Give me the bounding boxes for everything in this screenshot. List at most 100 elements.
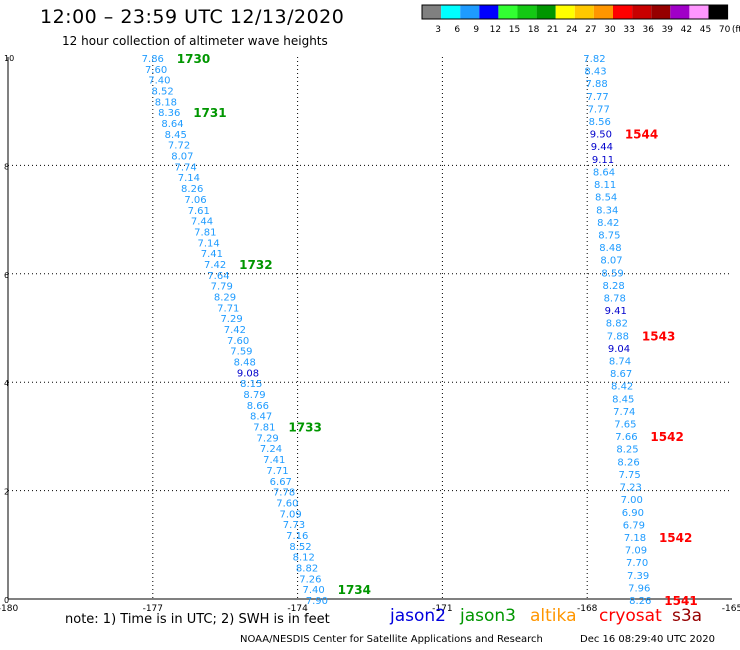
data-label-jason3: 8.64 — [161, 119, 183, 130]
data-label-cryosat: 9.44 — [591, 142, 613, 153]
data-label-cryosat: 8.56 — [589, 117, 611, 128]
chart-subtitle: 12 hour collection of altimeter wave hei… — [62, 34, 328, 48]
data-label-cryosat: 8.64 — [593, 167, 615, 178]
data-label-cryosat: 7.88 — [607, 331, 629, 342]
data-label-cryosat: 8.74 — [609, 357, 631, 368]
data-label-jason3: 7.64 — [207, 271, 229, 282]
data-label-cryosat: 8.59 — [601, 268, 623, 279]
pass-time-label-cryosat: 1542 — [650, 430, 683, 444]
data-label-jason3: 8.12 — [293, 553, 315, 564]
data-label-jason3: 8.52 — [289, 542, 311, 553]
data-label-jason3: 7.44 — [191, 217, 213, 228]
data-label-jason3: 7.16 — [286, 531, 308, 542]
satellite-legend-jason2: jason2 — [390, 606, 446, 626]
data-label-cryosat: 8.43 — [584, 67, 606, 78]
data-label-cryosat: 8.25 — [616, 445, 638, 456]
pass-time-label-cryosat: 1543 — [642, 329, 675, 343]
data-label-jason3: 7.71 — [266, 466, 288, 477]
data-label-jason3: 7.26 — [299, 574, 321, 585]
y-tick-label: 8 — [4, 162, 9, 171]
data-label-jason3: 7.14 — [178, 173, 200, 184]
pass-time-label-jason3: 1733 — [288, 421, 321, 435]
data-label-cryosat: 7.75 — [618, 470, 640, 481]
x-tick-label: -177 — [143, 604, 163, 614]
scale-label: 9 — [473, 25, 479, 35]
data-label-jason3: 8.48 — [234, 358, 256, 369]
data-label-jason3: 7.60 — [145, 65, 167, 76]
data-label-cryosat: 7.77 — [588, 104, 610, 115]
data-label-cryosat: 9.41 — [605, 306, 627, 317]
data-label-cryosat: 8.11 — [594, 180, 616, 191]
data-label-jason3: 7.24 — [260, 444, 282, 455]
x-tick-label: -180 — [0, 604, 18, 614]
scale-swatch — [670, 5, 690, 19]
scale-swatch — [441, 5, 461, 19]
data-label-cryosat: 7.23 — [620, 483, 642, 494]
data-label-cryosat: 6.90 — [622, 508, 644, 519]
data-label-jason3: 7.42 — [224, 325, 246, 336]
data-label-cryosat: 9.11 — [592, 155, 614, 166]
satellite-legend-s3a: s3a — [672, 606, 703, 626]
scale-label: 12 — [490, 25, 501, 35]
data-label-cryosat: 7.66 — [615, 432, 637, 443]
data-label-cryosat: 8.67 — [610, 369, 632, 380]
x-tick-label: -174 — [287, 604, 308, 614]
scale-label: 15 — [509, 25, 520, 35]
data-label-cryosat: 8.42 — [597, 218, 619, 229]
scale-label: 36 — [642, 25, 654, 35]
scale-swatch — [498, 5, 518, 19]
data-label-jason3: 8.29 — [214, 292, 236, 303]
data-label-cryosat: 8.48 — [599, 243, 621, 254]
data-label-jason3: 7.41 — [201, 249, 223, 260]
scale-label: 18 — [528, 25, 540, 35]
data-label-cryosat: 7.70 — [626, 558, 648, 569]
scale-label: 39 — [662, 25, 674, 35]
data-label-jason3: 7.78 — [273, 488, 295, 499]
scale-label: 33 — [623, 25, 634, 35]
scale-swatch — [517, 5, 537, 19]
data-label-jason3: 9.08 — [237, 368, 259, 379]
pass-time-label-cryosat: 1544 — [625, 128, 658, 142]
data-label-jason3: 8.79 — [243, 390, 265, 401]
data-label-cryosat: 8.34 — [596, 205, 618, 216]
y-tick-label: 0 — [4, 596, 9, 605]
data-label-jason3: 7.74 — [174, 162, 196, 173]
pass-time-label-cryosat: 1542 — [659, 531, 692, 545]
data-label-jason3: 7.29 — [257, 433, 279, 444]
scale-label: 27 — [585, 25, 596, 35]
chart-title: 12:00 – 23:59 UTC 12/13/2020 — [40, 6, 345, 28]
scale-swatch — [479, 5, 499, 19]
data-label-jason3: 7.41 — [263, 455, 285, 466]
data-label-jason3: 7.29 — [220, 314, 242, 325]
data-label-jason3: 6.67 — [270, 477, 292, 488]
scale-swatch — [651, 5, 671, 19]
data-label-cryosat: 7.65 — [614, 420, 636, 431]
data-label-jason3: 8.36 — [158, 108, 180, 119]
scale-swatch — [555, 5, 575, 19]
data-label-jason3: 7.71 — [217, 303, 239, 314]
x-tick-label: -171 — [432, 604, 452, 614]
y-tick-label: 6 — [4, 271, 9, 280]
data-label-jason3: 8.26 — [181, 184, 203, 195]
data-label-cryosat: 9.04 — [608, 344, 630, 355]
data-label-cryosat: 7.82 — [583, 54, 605, 65]
data-label-jason3: 7.59 — [230, 347, 252, 358]
scale-swatch — [422, 5, 442, 19]
scale-label: 21 — [547, 25, 558, 35]
satellite-legend-cryosat: cryosat — [599, 606, 662, 626]
data-label-jason3: 8.52 — [152, 87, 174, 98]
data-label-cryosat: 7.39 — [627, 571, 649, 582]
x-tick-label: -168 — [577, 604, 598, 614]
data-label-jason3: 7.40 — [148, 76, 170, 87]
pass-time-label-jason3: 1734 — [338, 583, 371, 597]
data-label-jason3: 8.15 — [240, 379, 262, 390]
scale-label: 3 — [435, 25, 441, 35]
satellite-legend-altika: altika — [530, 606, 577, 626]
data-label-jason3: 7.40 — [302, 585, 324, 596]
data-label-jason3: 7.90 — [306, 596, 328, 607]
data-label-cryosat: 7.09 — [625, 546, 647, 557]
scale-label: 42 — [681, 25, 692, 35]
data-label-jason3: 7.72 — [168, 141, 190, 152]
data-label-jason3: 8.45 — [165, 130, 187, 141]
